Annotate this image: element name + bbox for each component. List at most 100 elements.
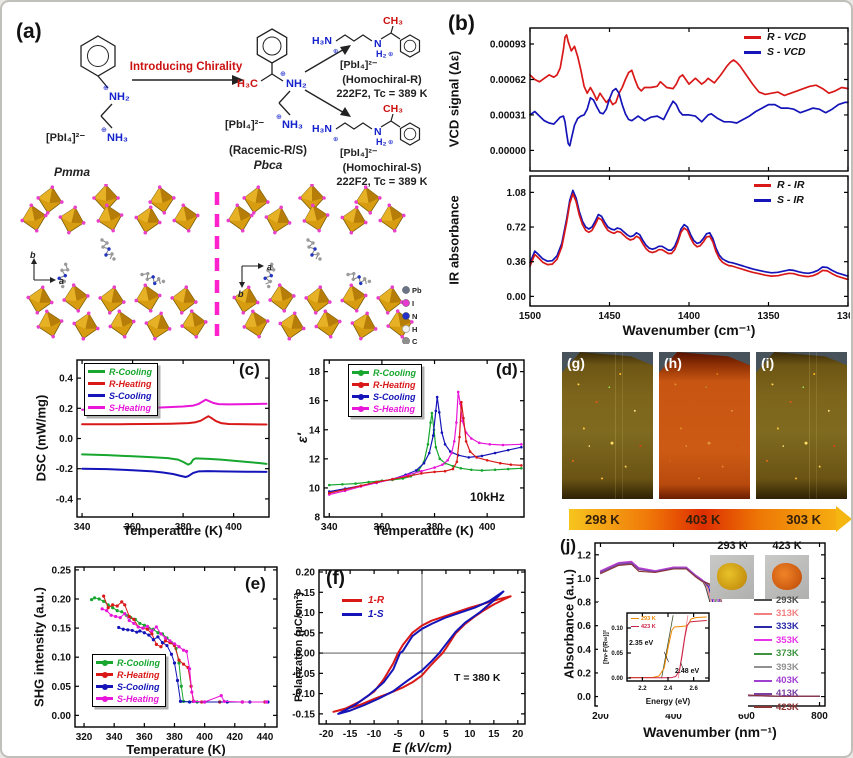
legend-item: 293K: [754, 594, 799, 606]
legend-swatch: [744, 50, 761, 54]
dsc-legend: R-Cooling R-Heating S-Cooling S-Heating: [84, 363, 158, 416]
svg-text:0.0: 0.0: [59, 434, 73, 445]
svg-text:-0.05: -0.05: [292, 669, 315, 680]
vcd-spectrum-chart: 0.00000 0.00031 0.00062 0.00093: [490, 27, 849, 172]
svg-text:0.15: 0.15: [52, 624, 72, 635]
dsc-chart: 340 360 380 400 -0.4 -0.2 0.0 0.2 0.4: [56, 359, 270, 533]
svg-text:15: 15: [488, 729, 500, 740]
svg-text:I: I: [412, 299, 414, 308]
svg-text:360: 360: [136, 732, 153, 743]
legend-item: 393K: [754, 661, 799, 673]
crystal-photo-423k: [765, 555, 809, 599]
axes-right: [239, 263, 264, 288]
photo-423k-label: 423 K: [772, 540, 802, 552]
racemic-molecule: H₃C ⊕ NH₂ ⊕ [PbI₄]²⁻ NH₃ (Racemic-R/S) P…: [225, 28, 307, 172]
svg-text:C: C: [412, 337, 418, 344]
svg-text:-10: -10: [367, 729, 382, 740]
legend-item: 403K: [754, 674, 799, 686]
legend-item: R - VCD: [744, 30, 806, 44]
svg-text:N: N: [374, 126, 382, 138]
crystal-structures: b a a b Pb I N H C: [10, 184, 422, 344]
svg-text:420: 420: [226, 732, 243, 743]
legend-item: S - VCD: [744, 45, 806, 59]
reaction-arrow: Introducing Chirality: [130, 61, 244, 85]
legend-swatch: [754, 198, 771, 202]
absorbance-legend: 293K 313K 333K 353K 373K 393K 403K 413K …: [754, 594, 799, 714]
svg-text:360: 360: [124, 522, 141, 533]
svg-text:N: N: [374, 38, 382, 50]
legend-item: R-Cooling: [88, 366, 152, 377]
bar-temp-end: 303 K: [786, 512, 821, 527]
legend-item: R - IR: [754, 178, 804, 192]
svg-text:8: 8: [314, 513, 320, 524]
polarization-y-axis-label: Polarization (μC/cm²): [293, 591, 305, 703]
vcd-legend: R - VCD S - VCD: [744, 30, 806, 59]
legend-swatch: [352, 405, 369, 412]
legend-item: 333K: [754, 621, 799, 633]
svg-text:⊕: ⊕: [333, 48, 339, 55]
svg-text:0.20: 0.20: [52, 595, 72, 606]
hysteresis-chart: -20 -15 -10 -5 0 5 10 15 20 -0.15 -0.10 -0.05 0.00 0.…: [292, 568, 526, 740]
svg-text:0.00: 0.00: [507, 292, 527, 303]
legend-item: S-Cooling: [352, 391, 416, 402]
panel-a-label: (a): [16, 20, 42, 43]
legend-item: 413K: [754, 688, 799, 700]
svg-text:600: 600: [738, 711, 755, 722]
svg-text:0.4: 0.4: [577, 645, 591, 656]
svg-text:200: 200: [592, 711, 609, 722]
svg-text:16: 16: [309, 396, 321, 407]
epsilon-y-axis-label: ε': [294, 432, 310, 444]
svg-text:-15: -15: [343, 729, 358, 740]
bandgap-293k-annotation: 2.35 eV: [629, 640, 654, 647]
legend-swatch: [88, 394, 105, 397]
svg-text:0.00: 0.00: [611, 676, 623, 682]
legend-swatch: [96, 695, 113, 702]
legend-swatch: [631, 617, 639, 620]
legend-swatch: [342, 613, 362, 616]
panel-g-label: (g): [567, 355, 585, 371]
product-s-molecule: CH₃ H₃N ⊕ N H₂ ⊕ [PbI₄]²⁻ (Homochiral-S)…: [312, 103, 427, 188]
legend-swatch: [352, 369, 369, 376]
legend-swatch: [342, 599, 362, 602]
legend-swatch: [352, 381, 369, 388]
micrograph-h: (h): [659, 352, 750, 499]
svg-text:N: N: [412, 312, 417, 321]
svg-text:H₂: H₂: [376, 49, 387, 59]
svg-text:-5: -5: [394, 729, 403, 740]
svg-text:0.00031: 0.00031: [490, 110, 527, 121]
svg-text:⊕: ⊕: [280, 71, 286, 78]
svg-text:⊕: ⊕: [101, 127, 107, 134]
svg-text:1400: 1400: [678, 311, 701, 322]
legend-swatch: [754, 639, 772, 642]
svg-text:0.72: 0.72: [507, 223, 527, 234]
svg-text:0.05: 0.05: [296, 628, 316, 639]
legend-swatch: [631, 625, 639, 628]
legend-swatch: [96, 683, 113, 690]
svg-text:⊕: ⊕: [333, 136, 339, 143]
dielectric-x-axis-label: Temperature (K): [374, 523, 474, 538]
panel-i-label: (i): [761, 355, 775, 371]
svg-text:-0.15: -0.15: [292, 709, 315, 720]
svg-text:a: a: [267, 262, 272, 272]
panel-d-label: (d): [496, 360, 518, 379]
legend-item: 1-S: [342, 608, 384, 621]
svg-text:[PbI₄]²⁻: [PbI₄]²⁻: [340, 147, 378, 159]
legend-swatch: [754, 692, 772, 695]
legend-swatch: [88, 382, 105, 385]
homochiral-s-name: (Homochiral-S): [343, 162, 422, 174]
legend-item: 313K: [754, 607, 799, 619]
legend-swatch: [754, 599, 772, 602]
panel-e-label: (e): [245, 574, 266, 593]
svg-text:340: 340: [321, 522, 338, 533]
svg-text:-0.2: -0.2: [56, 464, 74, 475]
svg-text:0.8: 0.8: [577, 598, 591, 609]
svg-text:400: 400: [196, 732, 213, 743]
reaction-scheme: ⊕ NH₂ ⊕ NH₃ [PbI₄]²⁻ Pmma Introducing Ch…: [46, 15, 427, 188]
nh3-label: NH₃: [107, 132, 128, 144]
svg-text:0.00093: 0.00093: [490, 40, 527, 51]
svg-text:0.00062: 0.00062: [490, 75, 527, 86]
svg-text:380: 380: [175, 522, 192, 533]
racemic-name: (Racemic-R/S): [229, 145, 307, 157]
svg-text:0.00: 0.00: [296, 649, 316, 660]
